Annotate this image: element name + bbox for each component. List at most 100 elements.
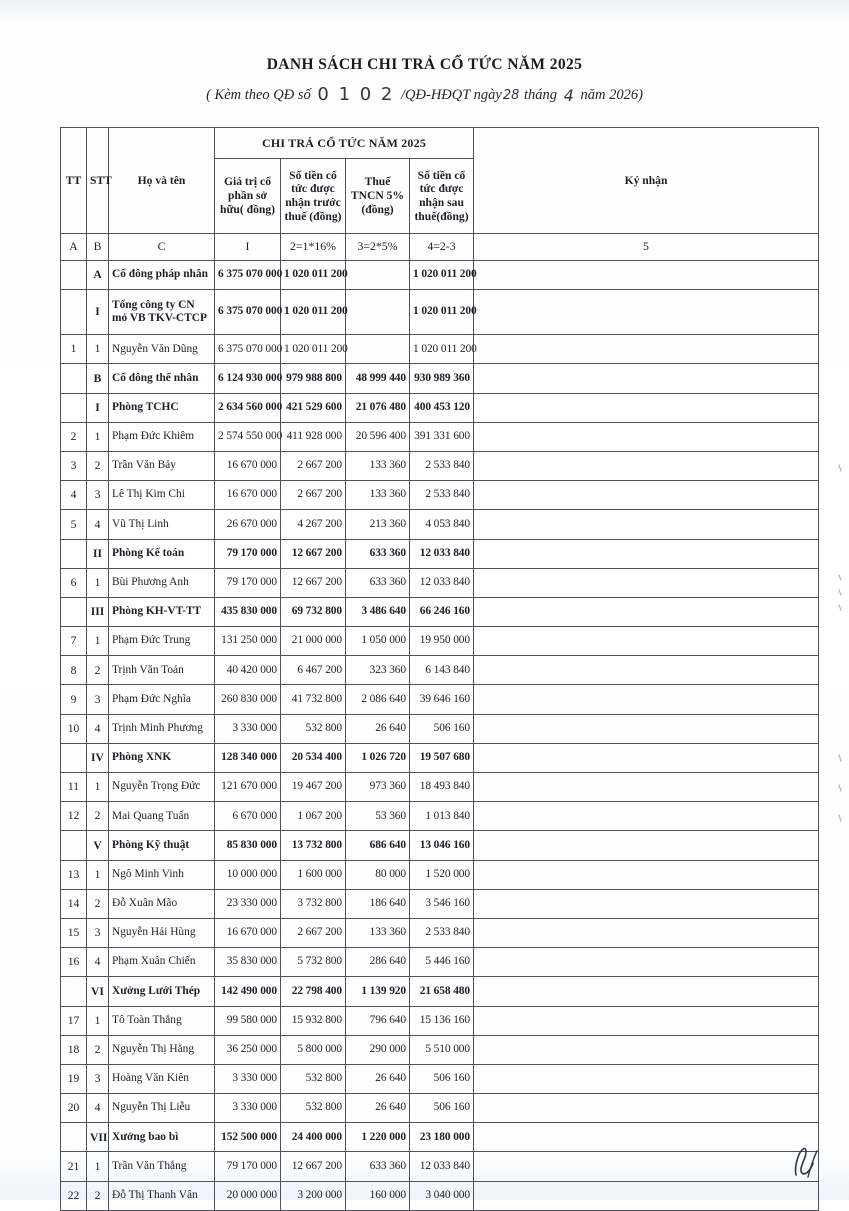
cell-signature[interactable] [473,1093,819,1124]
cell-stt: 2 [86,801,109,832]
cell-signature[interactable] [473,976,819,1007]
cell-signature[interactable] [473,480,819,511]
cell-signature[interactable] [473,1063,819,1095]
cell-signature[interactable] [473,509,819,540]
cell-tt: 13 [60,859,87,890]
cell-share-value: 85 830 000 [214,830,281,861]
table-row: 16 4 Phạm Xuân Chiến 35 830 000 5 732 800 286… [60,947,819,978]
cell-signature[interactable] [473,771,819,803]
cell-tax: 2 086 640 [345,684,410,715]
cell-stt: A [86,259,109,291]
cell-share-value: 6 670 000 [214,801,281,832]
cell-name: Xưởng Lưới Thép [108,976,215,1007]
cell-signature[interactable] [473,888,819,919]
month-handwritten: 4 [563,86,574,105]
cell-name: Cổ đông thể nhân [108,363,215,394]
cell-tax: 213 360 [345,509,410,540]
cell-name: Trần Văn Thắng [108,1151,215,1182]
cell-signature[interactable] [473,392,819,423]
cell-aftertax-amount: 2 533 840 [409,480,474,511]
header-name: Họ và tên [108,127,215,234]
cell-share-value: 6 375 070 000 [214,259,282,291]
table-header: TT STT Họ và tên CHI TRẢ CỔ TỨC NĂM 2025… [60,127,819,261]
cell-tt: 10 [60,713,87,744]
cell-signature[interactable] [473,363,819,394]
cell-tt: 4 [60,480,87,511]
cell-signature[interactable] [473,538,819,569]
cell-signature[interactable] [473,1034,819,1065]
cell-stt: 1 [86,771,109,803]
cell-name: Phòng XNK [108,742,215,774]
year-label: năm 2026) [580,87,643,103]
cell-signature[interactable] [473,713,819,744]
cell-signature[interactable] [473,567,819,598]
cell-name: Phòng Kỹ thuật [108,830,215,861]
cell-pretax-amount: 20 534 400 [280,742,346,774]
code-pretax: 2=1*16% [280,233,346,261]
cell-signature[interactable] [473,1005,819,1036]
cell-share-value: 121 670 000 [214,771,281,803]
cell-signature[interactable] [473,596,819,628]
cell-tt [60,289,87,336]
cell-name: Bùi Phương Anh [108,567,215,598]
cell-share-value: 435 830 000 [214,596,281,628]
table-row: V Phòng Kỹ thuật 85 830 000 13 732 800 686 6… [60,830,819,861]
dividend-table-container: TT STT Họ và tên CHI TRẢ CỔ TỨC NĂM 2025… [60,127,819,1211]
cell-stt: VI [86,976,109,1007]
cell-tt: 19 [60,1063,87,1095]
cell-signature[interactable] [473,947,819,978]
cell-stt: 1 [86,421,109,452]
code-value: I [214,233,281,261]
cell-tt: 12 [60,801,87,832]
cell-signature[interactable] [473,289,819,336]
cell-signature[interactable] [473,684,819,715]
code-stt: B [86,233,109,261]
reference-prefix: ( Kèm theo QĐ số [206,87,311,103]
cell-aftertax-amount: 21 658 480 [409,976,474,1007]
cell-tt: 1 [60,334,87,365]
cell-signature[interactable] [473,1180,819,1211]
cell-signature[interactable] [473,742,819,774]
cell-signature[interactable] [473,334,819,365]
cell-share-value: 20 000 000 [214,1180,281,1211]
cell-signature[interactable] [473,801,819,832]
cell-tax: 48 999 440 [345,363,410,394]
cell-signature[interactable] [473,421,819,452]
cell-signature[interactable] [473,259,819,291]
cell-signature[interactable] [473,450,819,482]
cell-tax [345,289,410,336]
cell-stt: 4 [86,947,109,978]
cell-tax [345,334,410,365]
table-row: 1 1 Nguyễn Văn Dũng 6 375 070 000 1 020 011 … [60,334,819,365]
cell-name: Đỗ Xuân Mão [108,888,215,919]
cell-signature[interactable] [473,626,819,657]
document-reference-line: ( Kèm theo QĐ số 0 1 0 2 /QĐ-HĐQT ngày28… [0,83,849,105]
cell-share-value: 16 670 000 [214,917,281,949]
cell-tax: 633 360 [345,567,410,598]
cell-pretax-amount: 13 732 800 [280,830,346,861]
cell-name: Nguyễn Trọng Đức [108,771,215,803]
cell-signature[interactable] [473,655,819,686]
cell-share-value: 40 420 000 [214,655,281,686]
cell-tt: 9 [60,684,87,715]
cell-tax: 26 640 [345,1063,410,1095]
cell-share-value: 23 330 000 [214,888,281,919]
table-row: VI Xưởng Lưới Thép 142 490 000 22 798 400 1 … [60,976,819,1007]
cell-signature[interactable] [473,859,819,890]
cell-signature[interactable] [473,1122,819,1153]
cell-tax: 186 640 [345,888,410,919]
header-tt: TT [60,127,87,234]
cell-signature[interactable] [473,917,819,949]
code-aftertax: 4=2-3 [409,233,474,261]
cell-signature[interactable] [473,1151,819,1182]
cell-name: Nguyễn Hải Hùng [108,917,215,949]
cell-pretax-amount: 69 732 800 [280,596,346,628]
cell-pretax-amount: 12 667 200 [280,567,346,598]
table-row: 13 1 Ngô Minh Vinh 10 000 000 1 600 000 80 00… [60,859,819,890]
table-row: 6 1 Bùi Phương Anh 79 170 000 12 667 200 633 … [60,567,819,598]
cell-pretax-amount: 22 798 400 [280,976,346,1007]
cell-stt: V [86,830,109,861]
table-row: 3 2 Trần Văn Bảy 16 670 000 2 667 200 133 360… [60,450,819,482]
cell-stt: 2 [86,1034,109,1065]
cell-signature[interactable] [473,830,819,861]
